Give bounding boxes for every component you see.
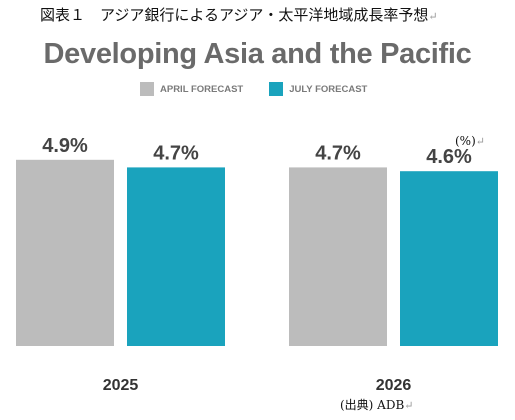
legend-label-april: APRIL FORECAST — [160, 83, 244, 95]
x-tick-label-2025: 2025 — [103, 377, 139, 394]
legend-item-april: APRIL FORECAST — [140, 82, 243, 96]
return-mark: ↵ — [428, 10, 438, 23]
figure-caption-text: 図表１ アジア銀行によるアジア・太平洋地域成長率予想 — [40, 6, 429, 24]
source-text: (出典) ADB — [340, 398, 405, 412]
source-note: (出典) ADB↵ — [340, 396, 414, 413]
figure-caption: 図表１ アジア銀行によるアジア・太平洋地域成長率予想↵ — [40, 4, 500, 25]
legend-swatch-july — [269, 82, 284, 96]
bar-april-2026 — [289, 167, 387, 346]
bar-label-april-2026: 4.7% — [315, 142, 361, 164]
legend-item-july: JULY FORECAST — [269, 82, 367, 96]
unit-label: (%)↵ — [455, 134, 485, 148]
chart-title: Developing Asia and the Pacific — [43, 38, 472, 70]
x-tick-label-2026: 2026 — [376, 377, 412, 394]
bar-july-2025 — [127, 167, 225, 346]
legend: APRIL FORECAST JULY FORECAST — [140, 82, 393, 96]
unit-text: (%) — [455, 134, 476, 148]
bar-april-2025 — [16, 159, 114, 346]
source-return-mark: ↵ — [404, 399, 414, 412]
legend-swatch-april — [140, 82, 154, 96]
bar-july-2026 — [400, 171, 498, 346]
legend-label-july: JULY FORECAST — [289, 83, 368, 95]
unit-return-mark: ↵ — [475, 135, 485, 148]
bar-label-april-2025: 4.9% — [42, 135, 88, 157]
bar-label-july-2025: 4.7% — [153, 142, 199, 164]
bar-label-july-2026: 4.6% — [426, 146, 472, 168]
